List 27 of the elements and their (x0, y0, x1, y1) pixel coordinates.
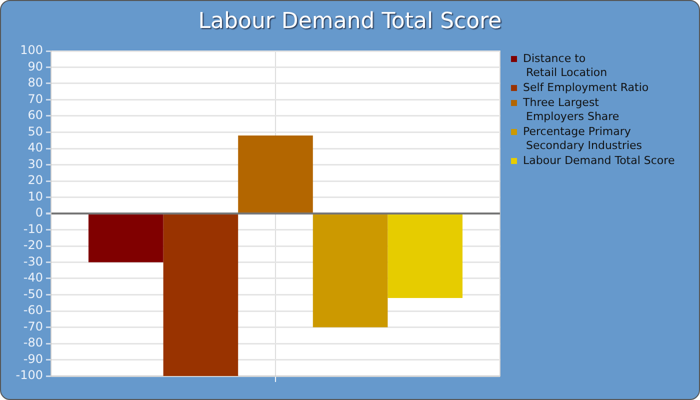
y-tick-label: -40 (23, 270, 43, 285)
y-tick-label: 30 (28, 156, 43, 171)
legend-label: Distance to Retail Location (523, 52, 608, 80)
y-tick-label: -100 (16, 368, 43, 382)
chart-title: Labour Demand Total Score (197, 8, 503, 36)
y-tick-label: 40 (28, 140, 43, 155)
y-tick-label: -70 (23, 319, 43, 334)
y-tick-label: 100 (20, 43, 43, 58)
legend-label: Percentage Primary Secondary Industries (523, 125, 642, 153)
y-tick-label: 50 (28, 124, 43, 138)
y-tick-label: 70 (28, 92, 43, 106)
y-tick-label: 80 (28, 76, 43, 90)
y-tick-label: -50 (23, 286, 43, 301)
y-tick-label: 10 (28, 189, 43, 204)
y-tick-label: -30 (23, 254, 43, 268)
legend-label: Three Largest Employers Share (523, 96, 620, 124)
legend-label: Labour Demand Total Score (523, 154, 675, 168)
y-tick-label: -20 (23, 238, 43, 252)
y-tick-label: 90 (28, 59, 43, 74)
y-tick-label: -80 (23, 336, 43, 350)
y-tick-label: -90 (23, 352, 43, 366)
legend-label: Self Employment Ratio (523, 81, 649, 95)
y-tick-label: 60 (28, 108, 43, 122)
y-tick-label: 0 (35, 206, 43, 220)
y-tick-label: -60 (23, 303, 43, 318)
y-tick-label: -10 (23, 222, 43, 236)
y-tick-label: 20 (28, 173, 43, 188)
